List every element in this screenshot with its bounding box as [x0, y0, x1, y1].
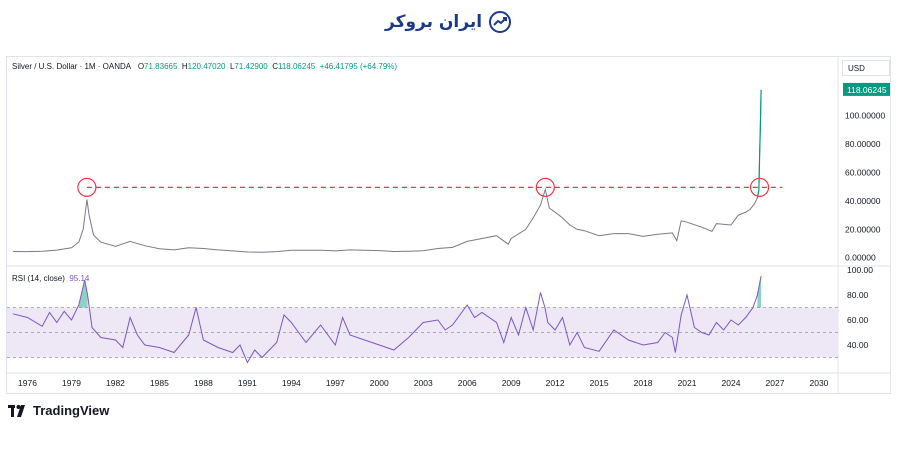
- symbol-legend: Silver / U.S. Dollar · 1M · OANDA O71.83…: [12, 62, 397, 71]
- tradingview-brand: TradingView: [33, 403, 110, 418]
- logo-text: ایران بروکر: [385, 12, 483, 32]
- tradingview-icon: [8, 404, 25, 417]
- high-label: H: [181, 62, 188, 71]
- chart-frame: [6, 56, 891, 394]
- change-value: +46.41795 (+64.79%): [319, 62, 398, 71]
- growth-chart-icon: [489, 11, 512, 33]
- high-value: 120.47020: [187, 62, 226, 71]
- open-label: O: [137, 62, 145, 71]
- low-label: L: [229, 62, 235, 71]
- close-value: 118.06245: [278, 62, 316, 71]
- rsi-value: 95.14: [69, 274, 90, 283]
- symbol-title[interactable]: Silver / U.S. Dollar · 1M · OANDA: [12, 62, 132, 71]
- low-value: 71.42900: [234, 62, 268, 71]
- rsi-legend[interactable]: RSI (14, close) 95.14: [12, 274, 89, 283]
- currency-selector[interactable]: USD: [842, 60, 890, 76]
- rsi-label: RSI (14, close): [12, 274, 65, 283]
- close-label: C: [272, 62, 278, 71]
- brand-logo: ایران بروکر: [385, 10, 512, 34]
- open-value: 71.83665: [144, 62, 178, 71]
- tradingview-logo: TradingView: [8, 403, 109, 418]
